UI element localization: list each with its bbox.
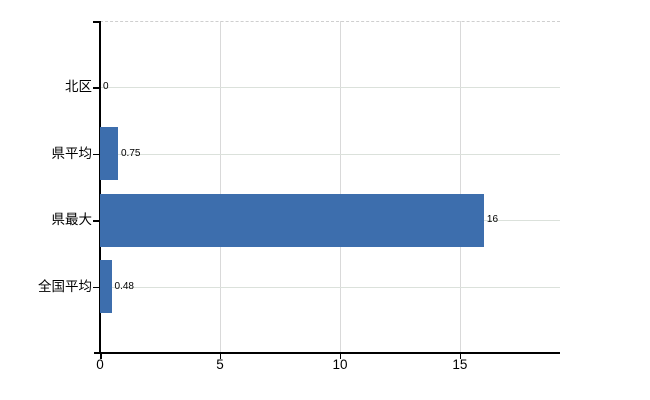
y-axis-tick [93, 220, 100, 222]
plot-area: 0 0.75 16 0.48 [93, 21, 560, 359]
category-label: 県平均 [51, 145, 93, 161]
y-axis-line [99, 21, 101, 353]
value-label: 16 [486, 214, 499, 226]
horizontal-gridline [100, 87, 560, 89]
vertical-gridline [459, 21, 461, 353]
category-label: 県最大 [51, 212, 93, 228]
x-axis-tick-labels: 0 5 10 15 [0, 356, 650, 376]
horizontal-gridline [100, 153, 560, 155]
category-label: 全国平均 [38, 278, 92, 294]
category-label: 北区 [65, 79, 92, 95]
value-label: 0 [103, 81, 109, 93]
category-axis-labels: 北区県平均県最大全国平均 [0, 21, 92, 353]
y-axis-tick [93, 153, 100, 156]
x-tick-label: 10 [332, 357, 348, 372]
value-label: 0.75 [120, 147, 141, 159]
bar [100, 260, 112, 314]
x-axis-line [94, 352, 560, 354]
value-label: 0.48 [114, 280, 134, 292]
x-axis-tick [339, 353, 342, 359]
x-axis-tick [219, 353, 222, 359]
x-tick-label: 5 [216, 357, 224, 372]
horizontal-gridline [100, 286, 560, 288]
y-axis-tick [93, 87, 100, 89]
bar [100, 127, 118, 181]
x-tick-label: 0 [96, 357, 104, 372]
plot-top-border [100, 21, 560, 22]
x-tick-label: 15 [452, 357, 468, 372]
y-axis-tick [93, 286, 100, 289]
y-axis-tick [93, 21, 100, 23]
vertical-gridline [219, 21, 221, 353]
bar [100, 193, 484, 247]
x-axis-tick [459, 353, 462, 359]
x-axis-tick [100, 353, 102, 359]
vertical-gridline [339, 21, 341, 353]
